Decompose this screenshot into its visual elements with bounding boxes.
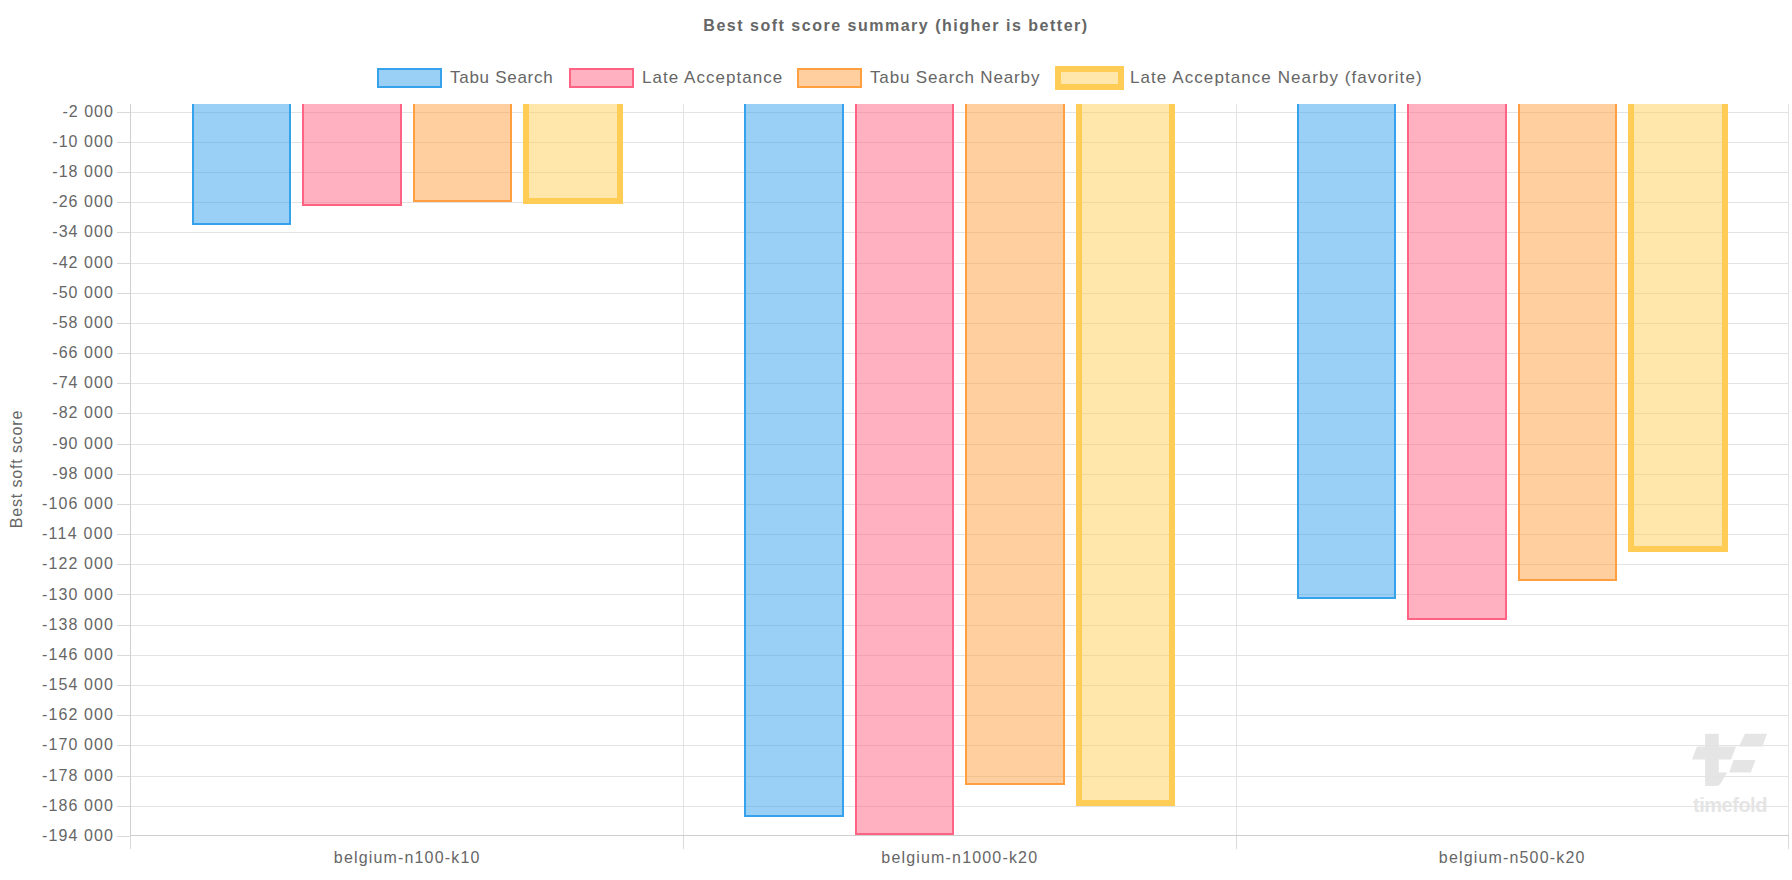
svg-text:timefold: timefold xyxy=(1693,794,1767,816)
